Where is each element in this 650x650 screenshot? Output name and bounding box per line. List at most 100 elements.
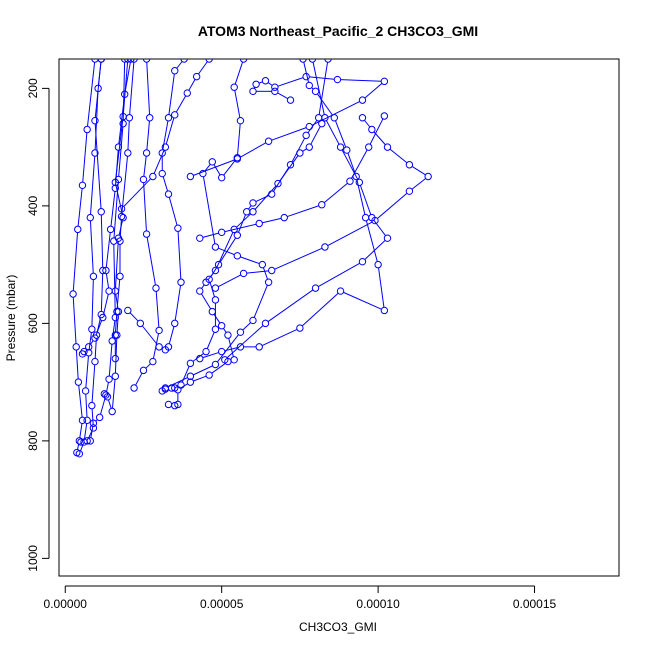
series-segment [146,120,150,150]
plot-area [58,58,620,577]
data-point [111,184,120,192]
data-point [111,331,120,339]
data-point [120,59,129,63]
data-point [88,325,96,333]
series-segment [274,247,323,270]
series-segment [90,156,96,215]
data-point [211,296,220,304]
series-segment [124,62,131,92]
series-segment [411,178,426,190]
data-point [164,343,173,351]
data-point [69,290,77,298]
data-point [142,59,151,63]
data-point [111,372,120,380]
y-axis-label: Pressure (mbar) [4,275,18,362]
data-point [217,347,226,356]
series-segment [311,101,360,126]
data-point [336,143,345,151]
data-point [91,59,99,63]
series-segment [211,363,226,374]
series-segment [238,214,246,233]
series-segment [85,355,89,388]
data-point [214,260,223,269]
series-segment [115,241,119,288]
data-point [230,356,238,364]
data-point [78,416,87,425]
profile-series [211,114,432,292]
data-point [211,284,220,292]
series-segment [351,149,368,179]
data-point [164,114,173,122]
data-point [368,125,376,134]
profile-series [100,59,132,416]
data-point [230,83,238,91]
data-point [180,59,188,63]
data-point [158,149,166,157]
series-segment [91,364,96,403]
series-segment [88,332,92,350]
x-axis-label: CH3CO3_GMI [299,620,377,634]
series-segment [216,334,239,363]
series-segment [267,289,314,322]
data-point [314,114,323,122]
series-segment [347,152,356,174]
series-segment [143,156,147,177]
profile-series [186,72,389,181]
data-point [161,384,170,392]
data-point [99,266,107,275]
data-point [208,158,216,166]
data-point [164,400,173,409]
data-point [113,307,121,316]
data-point [108,337,116,345]
data-point [105,375,113,383]
data-point [105,287,113,295]
data-point [116,272,124,281]
series-segment [176,61,183,69]
profile-series [117,59,213,213]
data-point [199,169,207,178]
series-segment [287,205,319,218]
series-segment [327,221,373,246]
series-segment [202,232,219,238]
series-segment [123,178,151,207]
series-segment [302,148,307,152]
series-segment [155,291,160,328]
y-tick-label: 200 [26,78,40,98]
data-point [249,199,257,207]
data-point [196,287,204,295]
series-segment [165,117,175,145]
series-segment [89,220,94,274]
profile-series [196,112,389,242]
series-segment [340,79,382,82]
data-point [380,112,389,120]
data-point [80,347,88,356]
data-point [91,334,99,342]
series-segment [359,185,372,215]
series-segment [228,338,234,357]
series-segment [121,156,129,214]
series-segment [80,444,84,452]
series-segment [192,353,204,362]
series-segment [223,159,236,176]
series-segment [389,148,408,164]
data-point [74,225,82,234]
series-segment [141,325,158,345]
profile-series [161,59,273,392]
series-segment [175,95,187,113]
series-segment [267,82,273,86]
data-point [264,137,273,145]
series-segment [105,273,110,288]
data-point [196,234,204,242]
data-point [202,278,210,286]
series-segment [373,131,386,146]
series-segment [279,155,299,182]
series-segment [174,285,182,321]
data-point [346,177,354,185]
data-point [130,384,138,392]
data-point [117,212,126,221]
data-point [286,96,295,104]
data-point [233,231,242,239]
series-segment [168,326,175,344]
series-segment [129,312,139,322]
series-segment [242,322,251,331]
